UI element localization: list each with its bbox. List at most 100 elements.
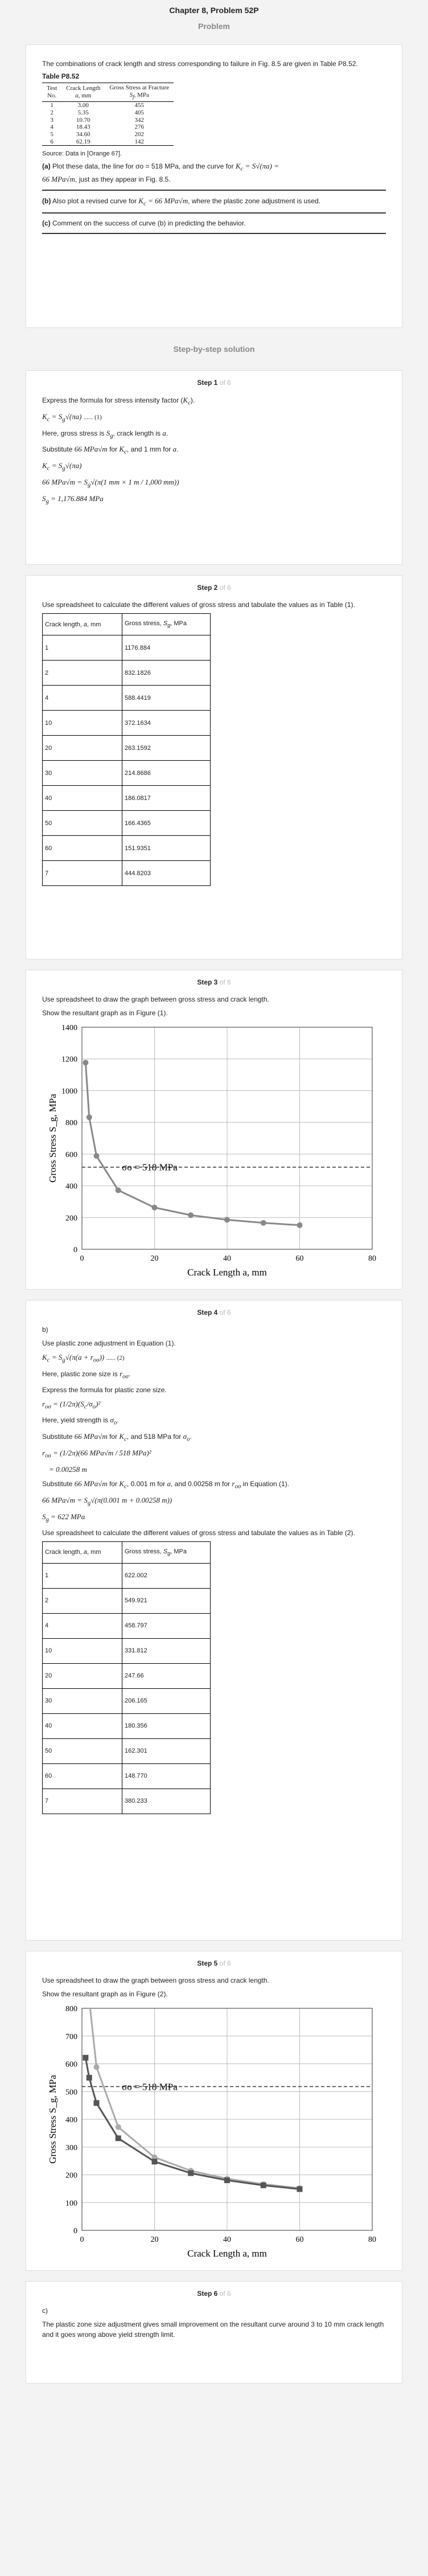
x-tick-label: 20 <box>151 2235 159 2244</box>
y-tick-label: 0 <box>73 1246 77 1254</box>
problem-table-cell: 276 <box>134 124 145 131</box>
table2-cell: 622.002 <box>122 1562 211 1589</box>
problem-table-cell: 4 <box>50 124 54 131</box>
table-row: 7 444.8203 <box>42 860 211 886</box>
source-note: Source: Data in [Orange 67]. <box>42 150 122 158</box>
table-row: 20 263.1592 <box>42 735 211 761</box>
data-point <box>260 2182 266 2188</box>
x-tick-label: 60 <box>296 2235 304 2244</box>
step4-text1: Use plastic zone adjustment in Equation … <box>42 1339 176 1347</box>
table-row: 60 151.9351 <box>42 835 211 861</box>
table2-cell: 162.301 <box>122 1738 211 1764</box>
data-point <box>115 2124 121 2130</box>
y-tick-label: 100 <box>65 2199 77 2208</box>
x-axis-label: Crack Length a, mm <box>187 1267 267 1278</box>
y-tick-label: 200 <box>65 2172 77 2180</box>
y-tick-label: 1200 <box>61 1056 77 1064</box>
x-tick-label: 40 <box>223 1254 231 1263</box>
y-tick-label: 800 <box>65 2005 77 2013</box>
table1-cell: 151.9351 <box>122 835 211 861</box>
yield-annotation: σo = 518 MPa <box>122 1162 178 1173</box>
data-point <box>151 2159 158 2165</box>
step1-eq2: Kc = Sg√(πa) <box>42 461 82 472</box>
y-tick-label: 600 <box>65 2061 77 2069</box>
plot-area <box>82 1060 372 1228</box>
table1-cell: 832.1826 <box>122 660 211 686</box>
problem-table-cell: 5.35 <box>77 109 89 117</box>
table2-cell: 40 <box>42 1713 122 1739</box>
x-axis-label: Crack Length a, mm <box>187 2248 267 2259</box>
table-row: 30 214.8686 <box>42 760 211 786</box>
step4-eq6: Sg = 622 MPa <box>42 1512 85 1523</box>
problem-table-cell: 342 <box>134 116 145 124</box>
x-tick-label: 80 <box>368 2235 376 2244</box>
y-axis-label: Gross Stress S_g, MPa <box>47 1094 58 1183</box>
y-tick-label: 400 <box>65 1183 77 1191</box>
y-tick-label: 300 <box>65 2144 77 2152</box>
table2-cell: 180.356 <box>122 1713 211 1739</box>
data-point <box>297 1222 303 1228</box>
problem-table-cell: 18.43 <box>76 124 90 131</box>
x-tick-label: 80 <box>368 1254 376 1263</box>
col-stress: Gross Stress at Fracture Sf, MPa <box>105 82 174 102</box>
table2-col-crack: Crack length, a, mm <box>42 1541 122 1564</box>
col-crack: Crack Length a, mm <box>61 82 105 102</box>
figure2-chart: 0 100 200 300 400 500 600 700 800 0 20 40 60 80 Crack … <box>47 2005 376 2259</box>
table2-cell: 206.165 <box>122 1688 211 1714</box>
y-tick-label: 600 <box>65 1151 77 1159</box>
step4-text4: Here, yield strength is σo. <box>42 1416 119 1427</box>
step2-text: Use spreadsheet to calculate the differe… <box>42 601 355 609</box>
step4-text3: Express the formula for plastic zone siz… <box>42 1385 167 1394</box>
table1-cell: 263.1592 <box>122 735 211 761</box>
step1-card: Step 1 of 6 Express the formula for stre… <box>26 370 402 565</box>
step2-heading: Step 2 of 6 <box>197 584 231 592</box>
table1-col-crack: Crack length, a, mm <box>42 613 122 635</box>
data-point <box>93 1153 100 1159</box>
table2-cell: 30 <box>42 1688 122 1714</box>
data-point <box>83 1060 89 1066</box>
step3-card: Step 3 of 6 Use spreadsheet to draw the … <box>26 970 402 1290</box>
table1-cell: 10 <box>42 710 122 736</box>
step6-text: The plastic zone size adjustment gives s… <box>42 2320 384 2339</box>
problem-table-cell: 3 <box>50 116 54 124</box>
table-row: 60 148.770 <box>42 1763 211 1789</box>
table1-cell: 372.1634 <box>122 710 211 736</box>
table-row: 50 166.4365 <box>42 810 211 836</box>
table2: Crack length, a, mm Gross stress, Sg, MP… <box>42 1541 211 1814</box>
problem-heading: Problem <box>197 22 230 31</box>
x-tick-label: 40 <box>223 2235 231 2244</box>
table-row: 2 549.921 <box>42 1588 211 1614</box>
table1-cell: 186.0817 <box>122 785 211 811</box>
table2-cell: 20 <box>42 1663 122 1689</box>
step4-card: Step 4 of 6 b) Use plastic zone adjustme… <box>26 1300 402 1941</box>
step1-text1: Express the formula for stress intensity… <box>42 396 195 407</box>
plot-frame <box>81 2008 373 2231</box>
table2-cell: 549.921 <box>122 1588 211 1614</box>
x-tick-label: 60 <box>296 1254 304 1263</box>
table2-cell: 60 <box>42 1763 122 1789</box>
step1-heading: Step 1 of 6 <box>197 379 231 387</box>
table1-cell: 7 <box>42 860 122 886</box>
table2-cell: 4 <box>42 1613 122 1639</box>
y-tick-label: 800 <box>65 1119 77 1127</box>
solution-title: Step-by-step solution <box>173 344 255 354</box>
problem-table-cell: 202 <box>134 130 145 138</box>
y-tick-label: 200 <box>65 1214 77 1223</box>
problem-card: The combinations of crack length and str… <box>26 44 402 328</box>
problem-table-cell: 3.00 <box>77 102 89 109</box>
table1-col-stress: Gross stress, Sg, MPa <box>122 613 211 635</box>
table-row: 7 380.233 <box>42 1788 211 1814</box>
data-point <box>93 2064 100 2070</box>
table-row: 3 10.70 342 <box>42 117 174 124</box>
table1-cell: 20 <box>42 735 122 761</box>
data-point <box>260 1220 266 1226</box>
table-row: 20 247.66 <box>42 1663 211 1689</box>
data-point <box>151 1204 158 1211</box>
x-tick-label: 20 <box>151 1254 159 1263</box>
problem-table-body: 1 3.00 455 2 5.35 405 3 10.70 342 4 18.43 276 5 34.60… <box>42 102 174 146</box>
step5-text2: Show the resultant graph as in Figure (2… <box>42 1990 168 1998</box>
table1-cell: 166.4365 <box>122 810 211 836</box>
step3-text1: Use spreadsheet to draw the graph betwee… <box>42 995 269 1003</box>
data-point <box>151 2154 158 2160</box>
part-a: (a) Plot these data, the line for σo = 5… <box>42 162 279 184</box>
